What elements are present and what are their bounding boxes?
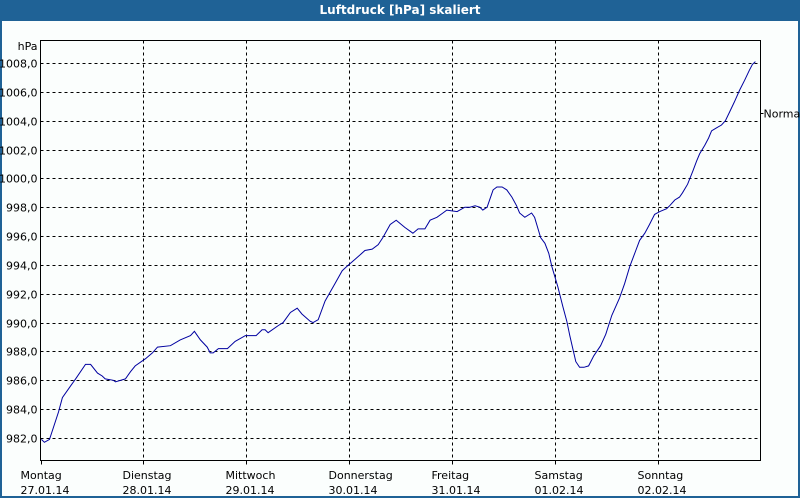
y-tick-label: 984,0 [6,404,38,417]
y-tick-label: 1004,0 [0,116,38,129]
x-tick-day: Dienstag [123,469,172,482]
window-title: Luftdruck [hPa] skaliert [0,0,800,21]
y-tick-label: 1008,0 [0,58,38,71]
y-tick-label: 988,0 [6,346,38,359]
x-tick-date: 29.01.14 [226,484,275,497]
y-axis-ticks: 982,0 984,0 986,0 988,0 990,0 992,0 994,0 996,0… [0,58,38,446]
plot-area [40,40,761,461]
grid-lines [40,40,761,461]
y-tick-label: 990,0 [6,318,38,331]
x-tick-date: 27.01.14 [21,484,70,497]
x-tick-date: 02.02.14 [638,484,687,497]
y-tick-label: 1002,0 [0,145,38,158]
x-tick-date: 28.01.14 [123,484,172,497]
pressure-line [41,61,756,443]
x-tick-day: Mittwoch [226,469,276,482]
x-tick-day: Freitag [432,469,470,482]
y-tick-label: 994,0 [6,260,38,273]
y-tick-label: 982,0 [6,433,38,446]
x-axis-ticks: Montag 27.01.14 Dienstag 28.01.14 Mittwoch 29… [21,460,687,497]
normal-reference-marker: Normal [760,108,800,121]
y-axis-label: hPa [18,40,38,53]
y-tick-label: 1000,0 [0,173,38,186]
x-tick-day: Montag [21,469,62,482]
x-tick-date: 01.02.14 [535,484,584,497]
x-tick-day: Donnerstag [329,469,393,482]
y-tick-label: 992,0 [6,289,38,302]
y-tick-label: 998,0 [6,202,38,215]
normal-label: Normal [764,108,800,121]
y-tick-label: 1006,0 [0,87,38,100]
y-tick-label: 996,0 [6,231,38,244]
x-tick-date: 31.01.14 [432,484,481,497]
x-tick-day: Samstag [535,469,583,482]
y-tick-label: 986,0 [6,375,38,388]
x-tick-date: 30.01.14 [329,484,378,497]
x-tick-day: Sonntag [638,469,684,482]
